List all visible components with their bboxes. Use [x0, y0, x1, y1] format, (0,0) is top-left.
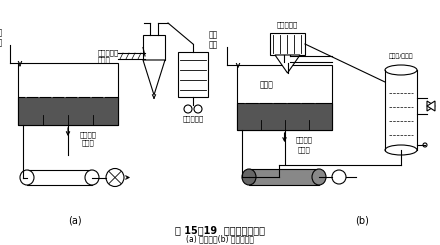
Text: (a): (a)	[68, 215, 82, 225]
Polygon shape	[427, 101, 435, 111]
Bar	[18, 63, 118, 125]
Circle shape	[194, 105, 202, 113]
Polygon shape	[275, 55, 300, 73]
Bar	[270, 33, 305, 55]
Bar	[27, 170, 92, 185]
Circle shape	[106, 169, 124, 186]
Circle shape	[184, 105, 192, 113]
Bar	[237, 103, 332, 130]
Text: 流化床: 流化床	[98, 57, 111, 63]
Ellipse shape	[85, 170, 99, 185]
Text: 产品出口: 产品出口	[296, 137, 313, 143]
Text: 惰式烘燥器: 惰式烘燥器	[182, 116, 204, 122]
Text: (a) 开启式；(b) 封闭循环式: (a) 开启式；(b) 封闭循环式	[186, 234, 254, 244]
Text: 流化床: 流化床	[260, 80, 274, 89]
Bar	[18, 97, 118, 125]
Polygon shape	[143, 60, 165, 95]
Bar	[237, 65, 332, 130]
Bar	[249, 169, 319, 185]
Text: 洗涤器/冷凝器: 洗涤器/冷凝器	[389, 53, 413, 59]
Bar	[143, 35, 165, 60]
Circle shape	[332, 170, 346, 184]
Text: 旋风分离器: 旋风分离器	[98, 50, 119, 56]
Text: 袋式过滤器: 袋式过滤器	[277, 22, 298, 28]
Ellipse shape	[242, 169, 256, 185]
Ellipse shape	[312, 169, 326, 185]
Text: (b): (b)	[355, 215, 369, 225]
Text: 产品出口: 产品出口	[80, 132, 96, 138]
Text: 产品
入口: 产品 入口	[209, 30, 218, 50]
Circle shape	[423, 143, 427, 147]
Ellipse shape	[385, 145, 417, 155]
Text: 产品
进入: 产品 进入	[0, 28, 3, 48]
Text: 图 15－19  流化床干燥装置: 图 15－19 流化床干燥装置	[175, 225, 265, 235]
Text: 加热器: 加热器	[298, 147, 311, 153]
Bar	[178, 52, 208, 97]
Polygon shape	[427, 101, 435, 111]
Text: 加热器: 加热器	[82, 140, 94, 146]
Ellipse shape	[385, 65, 417, 75]
Ellipse shape	[20, 170, 34, 185]
